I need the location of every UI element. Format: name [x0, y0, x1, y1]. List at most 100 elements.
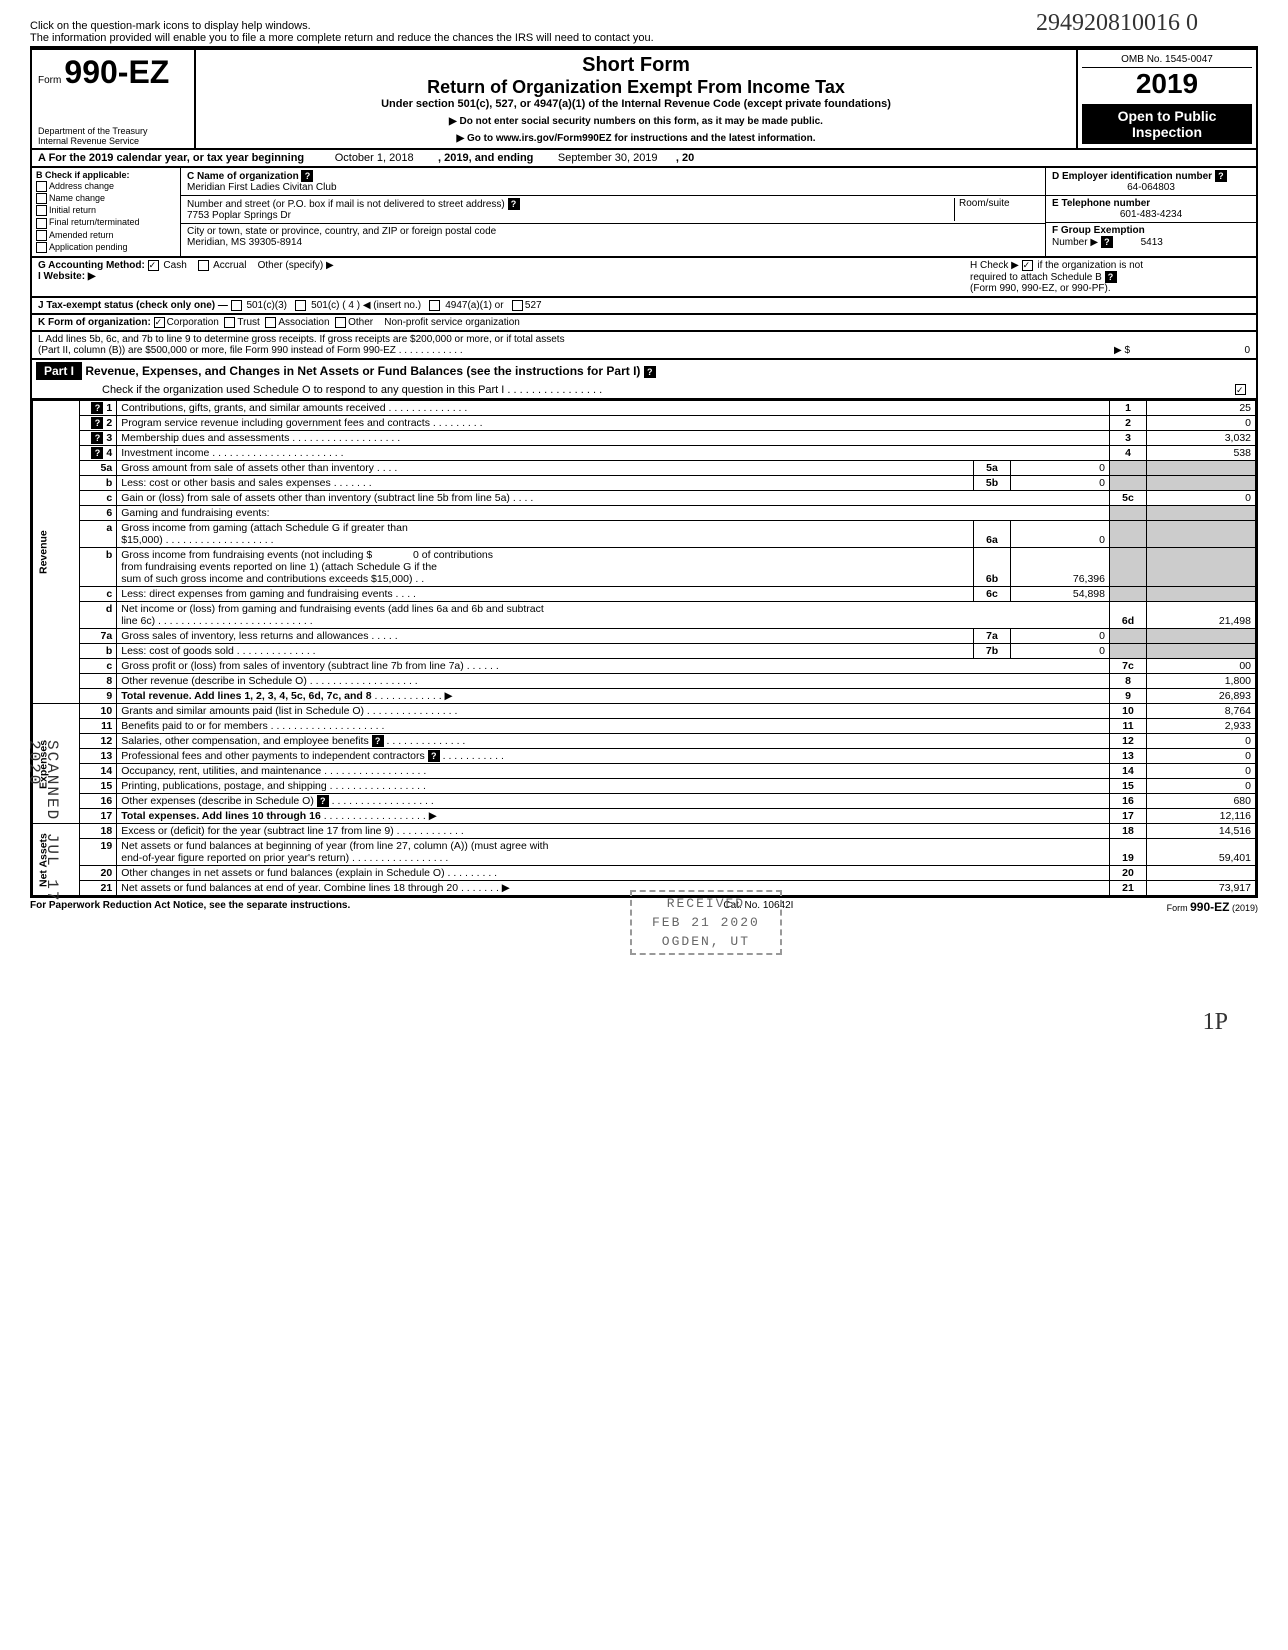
checkbox-other-org[interactable] — [335, 317, 346, 328]
checkbox-schedule-o[interactable] — [1235, 384, 1246, 395]
begin-date: October 1, 2018 — [335, 152, 414, 164]
line-20: 20 Other changes in net assets or fund b… — [33, 866, 1256, 881]
instr-url: ▶ Go to www.irs.gov/Form990EZ for instru… — [206, 133, 1066, 144]
help-icon[interactable]: ? — [1215, 170, 1227, 182]
help-icon[interactable]: ? — [317, 795, 329, 807]
help-icon[interactable]: ? — [91, 402, 103, 414]
line-8: 8 Other revenue (describe in Schedule O)… — [33, 674, 1256, 689]
checkbox-schedule-b[interactable] — [1022, 260, 1033, 271]
help-icon[interactable]: ? — [508, 198, 520, 210]
line-3: ? 3 Membership dues and assessments . . … — [33, 431, 1256, 446]
help-icon[interactable]: ? — [372, 735, 384, 747]
main-title: Return of Organization Exempt From Incom… — [206, 77, 1066, 98]
footer-formref: Form 990-EZ (2019) — [1167, 900, 1258, 914]
phone-value: 601-483-4234 — [1052, 209, 1250, 220]
checkbox-address-change[interactable] — [36, 181, 47, 192]
line-13: 13 Professional fees and other payments … — [33, 749, 1256, 764]
line-14: 14 Occupancy, rent, utilities, and maint… — [33, 764, 1256, 779]
checkbox-corp[interactable] — [154, 317, 165, 328]
row-a-tax-year: A For the 2019 calendar year, or tax yea… — [30, 150, 1258, 168]
title-box: Short Form Return of Organization Exempt… — [196, 50, 1078, 148]
checkbox-501c[interactable] — [295, 300, 306, 311]
line-11: 11 Benefits paid to or for members . . .… — [33, 719, 1256, 734]
help-icon[interactable]: ? — [1101, 236, 1113, 248]
checkbox-final-return[interactable] — [36, 218, 47, 229]
room-label: Room/suite — [959, 198, 1010, 209]
row-l-value: 0 — [1130, 345, 1250, 356]
part1-header-row: Part I Revenue, Expenses, and Changes in… — [30, 360, 1258, 400]
group-exempt-value: 5413 — [1141, 237, 1163, 248]
line-5a: 5a Gross amount from sale of assets othe… — [33, 461, 1256, 476]
open-inspection: Open to Public Inspection — [1082, 104, 1252, 144]
row-h-text3: required to attach Schedule B — [970, 272, 1102, 283]
handwritten-dln: 294920810016 0 — [1036, 10, 1198, 37]
row-gh: G Accounting Method: Cash Accrual Other … — [30, 258, 1258, 298]
checkbox-501c3[interactable] — [231, 300, 242, 311]
help-icon[interactable]: ? — [1105, 271, 1117, 283]
footer-paperwork: For Paperwork Reduction Act Notice, see … — [30, 900, 350, 914]
checkbox-initial-return[interactable] — [36, 205, 47, 216]
street-value: 7753 Poplar Springs Dr — [187, 210, 291, 221]
checkbox-amended[interactable] — [36, 230, 47, 241]
section-b-title: B Check if applicable: — [36, 170, 130, 180]
org-name-label: C Name of organization — [187, 171, 299, 182]
row-l: L Add lines 5b, 6c, and 7b to line 9 to … — [30, 332, 1258, 360]
scanned-stamp: SCANNED JUL 17 2020 — [25, 740, 61, 916]
line-18: Net Assets 18 Excess or (deficit) for th… — [33, 824, 1256, 839]
help-icon[interactable]: ? — [91, 447, 103, 459]
checkbox-527[interactable] — [512, 300, 523, 311]
website-label: I Website: ▶ — [38, 271, 96, 282]
subtitle: Under section 501(c), 527, or 4947(a)(1)… — [206, 98, 1066, 110]
checkbox-cash[interactable] — [148, 260, 159, 271]
line-12: 12 Salaries, other compensation, and emp… — [33, 734, 1256, 749]
line-19: 19 Net assets or fund balances at beginn… — [33, 839, 1256, 866]
help-icon[interactable]: ? — [301, 170, 313, 182]
row-a-suffix: , 20 — [676, 152, 694, 164]
line-7c: c Gross profit or (loss) from sales of i… — [33, 659, 1256, 674]
phone-label: E Telephone number — [1052, 198, 1150, 209]
row-l-text2: (Part II, column (B)) are $500,000 or mo… — [38, 345, 396, 356]
line-6c: c Less: direct expenses from gaming and … — [33, 587, 1256, 602]
section-def: D Employer identification number ? 64-06… — [1046, 168, 1256, 256]
checkbox-name-change[interactable] — [36, 193, 47, 204]
section-c: C Name of organization ? Meridian First … — [181, 168, 1046, 256]
501c-num: 4 — [348, 300, 354, 311]
help-icon[interactable]: ? — [644, 366, 656, 378]
dept-irs: Internal Revenue Service — [38, 136, 139, 146]
line-7b: b Less: cost of goods sold . . . . . . .… — [33, 644, 1256, 659]
help-line1: Click on the question-mark icons to disp… — [30, 20, 311, 32]
tax-exempt-label: J Tax-exempt status (check only one) — — [38, 300, 228, 311]
form-container: 294920810016 0 Click on the question-mar… — [30, 20, 1258, 916]
line-10: Expenses 10 Grants and similar amounts p… — [33, 704, 1256, 719]
line-4: ? 4 Investment income . . . . . . . . . … — [33, 446, 1256, 461]
help-icon[interactable]: ? — [428, 750, 440, 762]
tax-year: 2019 — [1082, 68, 1252, 100]
side-label-revenue: Revenue — [33, 401, 80, 704]
line-5b: b Less: cost or other basis and sales ex… — [33, 476, 1256, 491]
org-name-value: Meridian First Ladies Civitan Club — [187, 182, 337, 193]
line-15: 15 Printing, publications, postage, and … — [33, 779, 1256, 794]
row-l-arrow: ▶ $ — [1114, 345, 1130, 356]
city-value: Meridian, MS 39305-8914 — [187, 237, 302, 248]
form-org-label: K Form of organization: — [38, 317, 151, 328]
checkbox-4947[interactable] — [429, 300, 440, 311]
checkbox-trust[interactable] — [224, 317, 235, 328]
row-j: J Tax-exempt status (check only one) — 5… — [30, 298, 1258, 315]
row-l-text1: L Add lines 5b, 6c, and 7b to line 9 to … — [38, 334, 1250, 345]
short-form-label: Short Form — [206, 54, 1066, 77]
line-2: ? 2 Program service revenue including go… — [33, 416, 1256, 431]
nonprofit-text: Non-profit service organization — [384, 317, 520, 328]
handwritten-initials: 1P — [1203, 1009, 1228, 1036]
city-label: City or town, state or province, country… — [187, 226, 496, 237]
line-6b: b Gross income from fundraising events (… — [33, 548, 1256, 587]
row-a-prefix: A For the 2019 calendar year, or tax yea… — [38, 152, 304, 164]
line-16: 16 Other expenses (describe in Schedule … — [33, 794, 1256, 809]
ein-label: D Employer identification number — [1052, 171, 1212, 182]
help-icon[interactable]: ? — [91, 417, 103, 429]
checkbox-app-pending[interactable] — [36, 242, 47, 253]
part1-title: Revenue, Expenses, and Changes in Net As… — [85, 364, 640, 378]
help-icon[interactable]: ? — [91, 432, 103, 444]
checkbox-assoc[interactable] — [265, 317, 276, 328]
help-line2: The information provided will enable you… — [30, 32, 654, 44]
checkbox-accrual[interactable] — [198, 260, 209, 271]
